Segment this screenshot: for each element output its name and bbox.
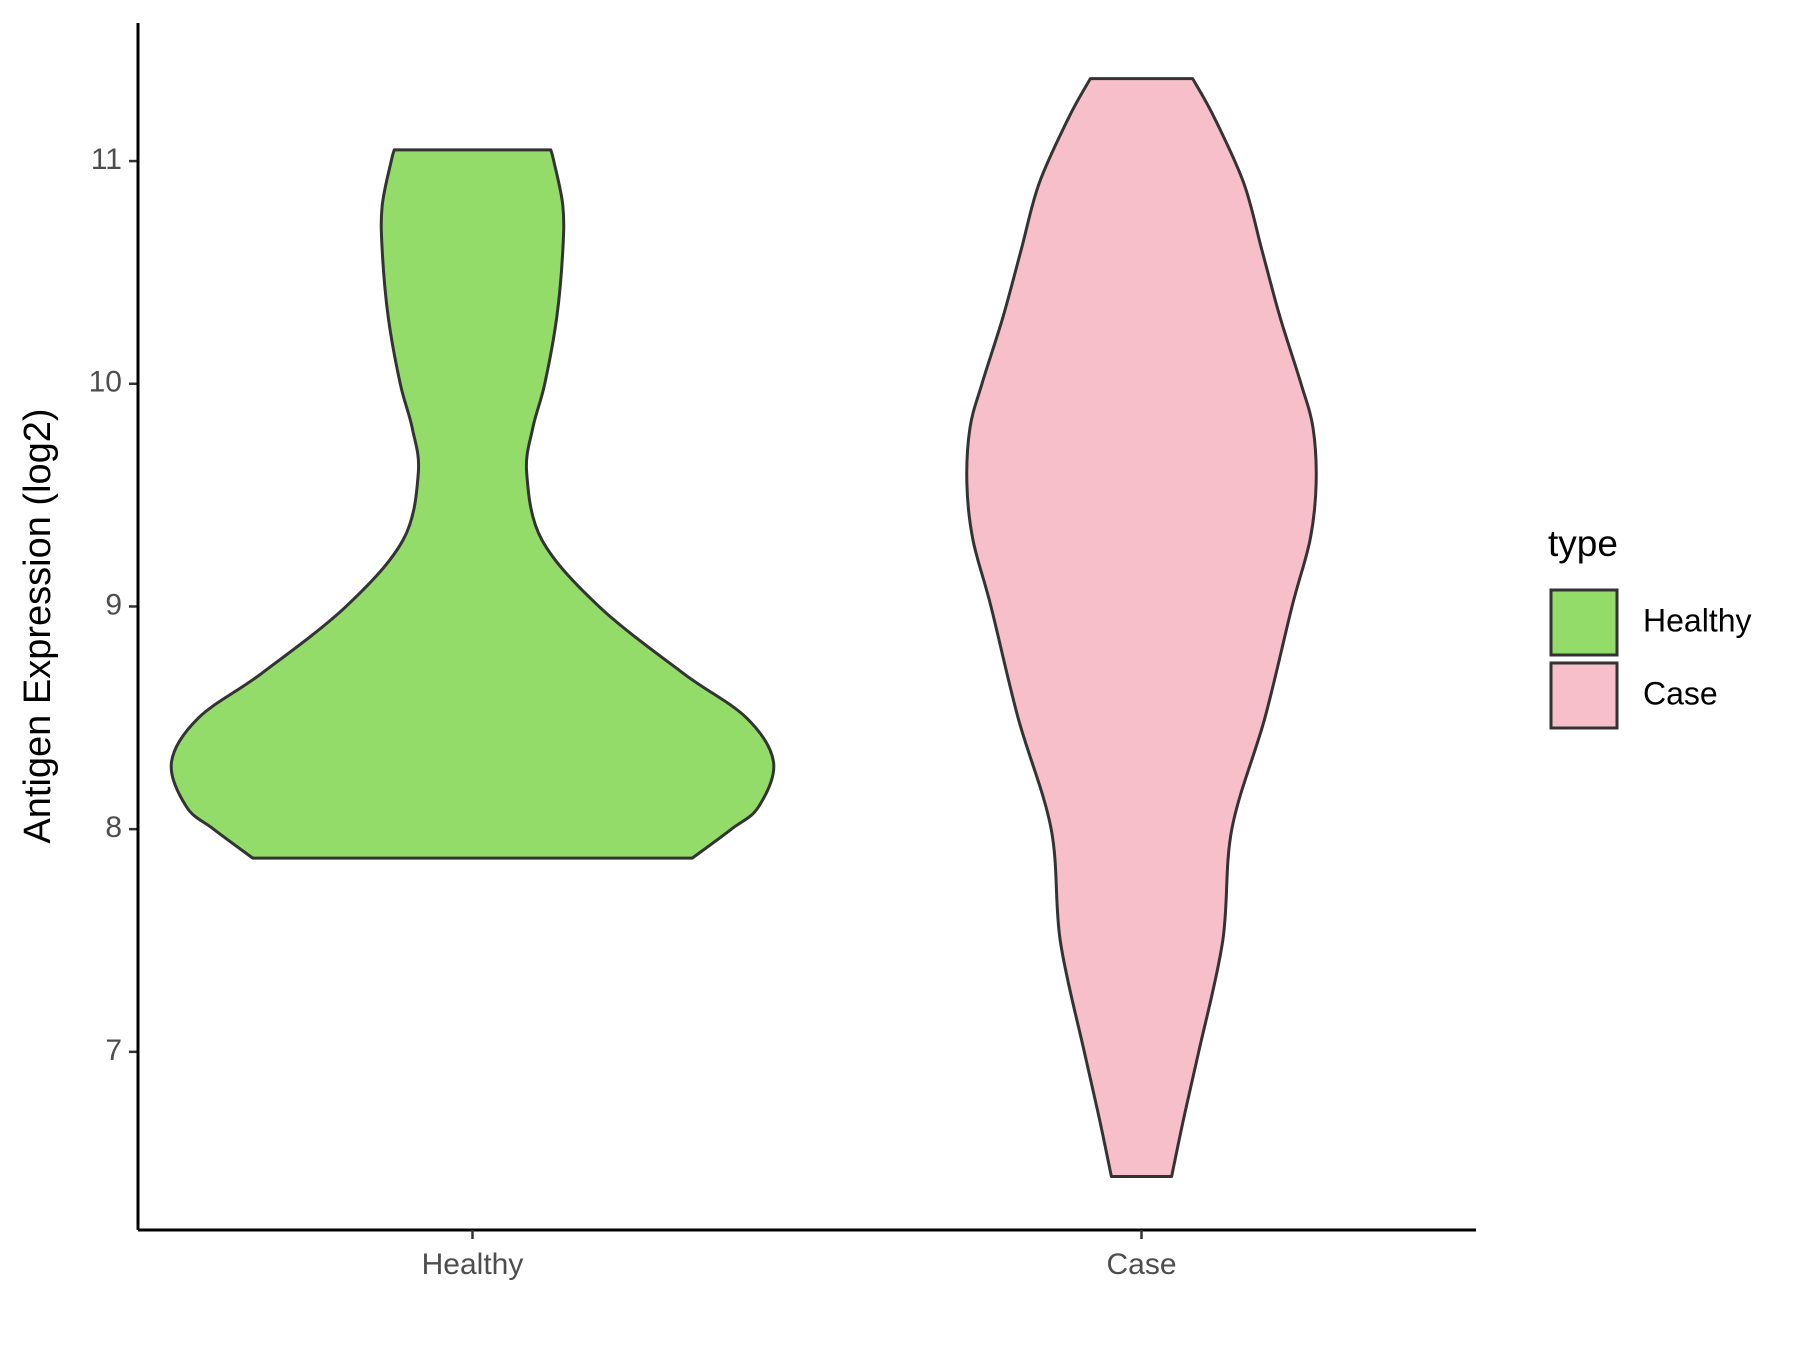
legend-label: Case bbox=[1643, 675, 1718, 711]
legend-key bbox=[1549, 588, 1619, 657]
legend-label: Healthy bbox=[1643, 602, 1752, 638]
legend-key bbox=[1549, 661, 1619, 730]
y-tick-label: 8 bbox=[105, 811, 122, 844]
x-tick-label: Case bbox=[1106, 1248, 1176, 1281]
violin bbox=[169, 148, 776, 860]
x-tick-label: Healthy bbox=[422, 1248, 524, 1281]
y-tick-label: 10 bbox=[89, 366, 122, 399]
y-tick-label: 11 bbox=[91, 143, 122, 176]
y-tick-label: 9 bbox=[105, 588, 122, 621]
y-tick-label: 7 bbox=[105, 1034, 122, 1067]
legend-title: type bbox=[1548, 523, 1618, 564]
y-axis-label: Antigen Expression (log2) bbox=[17, 408, 59, 843]
violin bbox=[965, 77, 1318, 1179]
